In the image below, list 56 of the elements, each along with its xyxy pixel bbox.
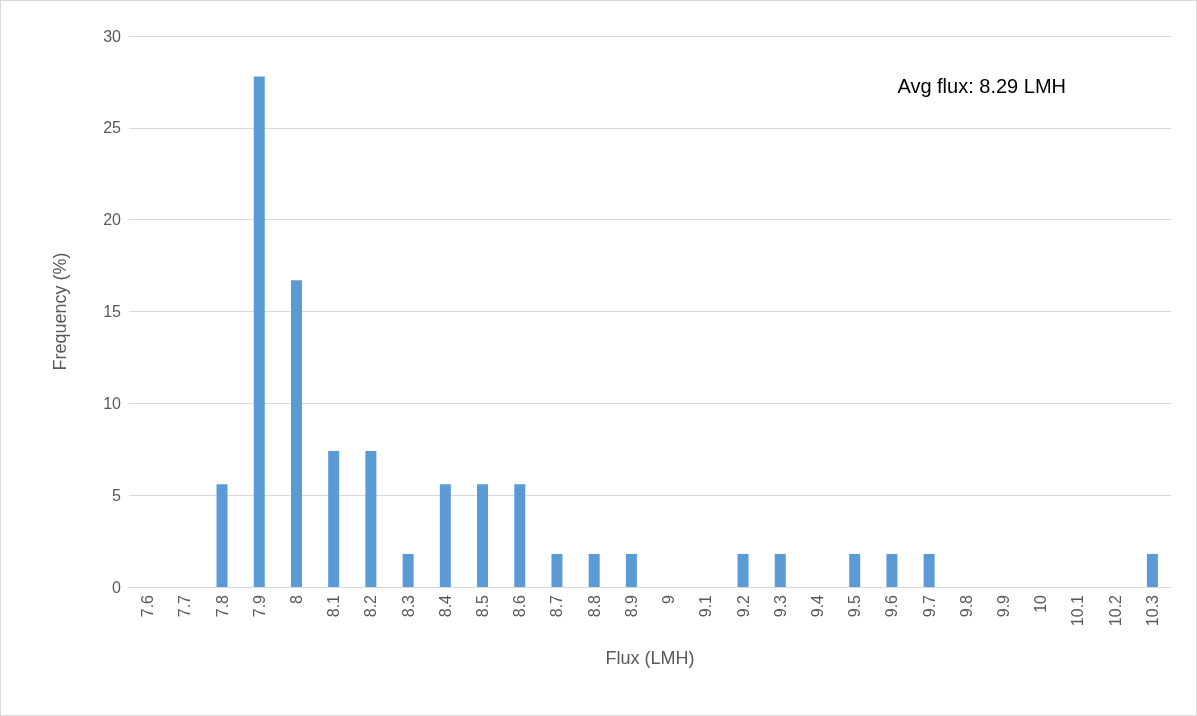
bar [402,553,414,587]
bar [625,553,637,587]
bar [477,484,489,587]
x-tick-label: 9.9 [995,594,1013,618]
bar [328,451,340,587]
x-tick-label: 9.7 [920,594,938,618]
x-tick-label: 9.8 [957,594,975,618]
x-tick-label: 8.2 [362,594,380,618]
bar [514,484,526,587]
bar [290,280,302,587]
x-tick-label: 10 [1032,594,1050,613]
x-tick-label: 7.6 [139,594,157,618]
bar [774,553,786,587]
bar [216,484,228,587]
y-tick-label: 5 [112,486,122,504]
bar [886,553,898,587]
bar [923,553,935,587]
x-tick-label: 8.3 [399,594,417,618]
y-tick-label: 15 [103,303,122,320]
x-tick-label: 10.1 [1069,594,1087,627]
bar [1146,553,1158,587]
x-tick-label: 8.1 [325,594,343,618]
x-tick-label: 9.5 [846,594,864,618]
x-tick-label: 9 [660,594,678,604]
x-tick-label: 9.2 [734,594,752,618]
x-tick-label: 7.9 [250,594,268,618]
y-tick-label: 25 [103,119,122,137]
bar [253,76,265,587]
x-axis-title: Flux (LMH) [605,648,695,668]
y-tick-label: 0 [112,578,122,596]
x-tick-label: 10.3 [1143,594,1161,627]
x-tick-label: 7.7 [176,594,194,618]
y-tick-label: 10 [103,394,122,412]
x-tick-label: 8 [287,594,305,604]
bar [737,553,749,587]
x-tick-label: 8.7 [548,594,566,618]
x-tick-label: 8.5 [474,594,492,618]
y-tick-label: 30 [103,27,122,45]
x-tick-label: 8.4 [436,594,454,618]
x-tick-label: 10.2 [1106,594,1124,627]
annotation: Avg flux: 8.29 LMH [897,75,1067,97]
x-tick-label: 8.6 [511,594,529,618]
x-tick-label: 9.1 [697,594,715,618]
x-tick-label: 9.6 [883,594,901,618]
bar [365,451,377,587]
bar [439,484,451,587]
y-tick-label: 20 [103,211,122,229]
bar [588,553,600,587]
x-tick-label: 8.8 [585,594,603,618]
x-tick-label: 8.9 [622,594,640,618]
x-tick-label: 9.3 [771,594,789,618]
bar [551,553,563,587]
bar [849,553,861,587]
x-tick-label: 7.8 [213,594,231,618]
x-tick-label: 9.4 [808,594,826,618]
y-axis-title: Frequency (%) [50,252,70,371]
